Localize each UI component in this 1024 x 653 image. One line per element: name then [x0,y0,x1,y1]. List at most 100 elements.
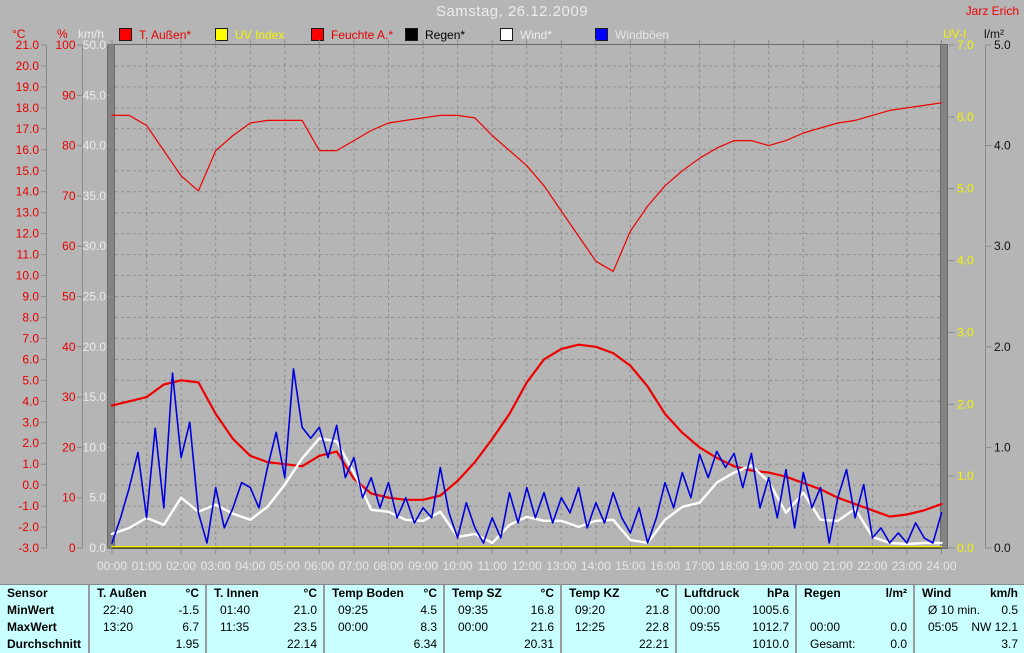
sensor-unit: l/m² [885,586,907,600]
sensor-column: Wind km/h Ø 10 min. 0.5 05:05 NW 12.1 3.7 [913,585,1024,653]
y-axis-tick-label: 2.0 [994,340,1011,354]
legend-item: Wind* [500,28,552,42]
legend-label: Windböen [615,27,670,42]
series-wind [110,437,943,546]
sensor-value-row: 6.34 [325,636,443,653]
x-axis-tick-label: 12:00 [512,559,542,573]
y-axis-tick-label: 11.0 [17,248,40,262]
y-axis-tick-label: 7.0 [957,38,974,52]
y-axis-tick-label: 18.0 [16,101,40,115]
stat-time [214,636,220,653]
sensor-name: Luftdruck [684,586,740,600]
stat-time: 00:00 [810,620,841,634]
y-axis-tick-label: 25.0 [83,290,107,304]
stat-value: 20.31 [523,637,554,651]
stat-time: 05:05 [928,620,959,634]
y-axis-tick-label: 0.0 [957,541,974,555]
x-axis-tick-label: 22:00 [857,559,887,573]
x-axis-tick-label: 13:00 [546,559,576,573]
y-axis-tick-label: 4.0 [22,394,39,408]
series-windben [111,368,943,544]
y-axis-tick-label: -1.0 [18,499,39,513]
sensor-unit: hPa [766,586,789,600]
x-axis-tick-label: 24:00 [926,559,956,573]
sensor-unit: °C [655,586,669,600]
sensor-value-row: 09:25 4.5 [325,602,443,619]
x-axis-tick-label: 17:00 [685,559,715,573]
stat-value: 1005.6 [752,603,789,617]
stat-value: 1012.7 [752,620,789,634]
sensor-column: Temp KZ °C 09:20 21.8 12:25 22.8 22.21 [560,585,675,653]
stat-time: 22:40 [103,603,134,617]
stat-value: 22.8 [645,620,669,634]
x-axis-tick-label: 09:00 [408,559,438,573]
legend-item: Feuchte A.* [311,27,394,42]
stat-value: 6.34 [413,637,437,651]
legend-label: Feuchte A.* [331,27,394,42]
sensor-header-row: Temp SZ °C [445,585,560,602]
y-axis-tick-label: 1.0 [994,440,1011,454]
stat-time [922,636,928,653]
x-axis-tick-label: 04:00 [235,559,265,573]
sensor-value-row: 00:00 21.6 [445,619,560,636]
y-axis-tick-label: 70 [62,189,76,203]
stat-value: 8.3 [420,620,437,634]
y-axis-tick-label: 5.0 [994,38,1011,52]
y-axis-tick-label: 30.0 [83,239,107,253]
stat-value: 23.5 [293,620,317,634]
sensor-value-row: 20.31 [445,636,560,653]
stat-time: Ø 10 min. [928,603,981,617]
sensor-value-row: 05:05 NW 12.1 [915,619,1024,636]
sensor-column: T. Innen °C 01:40 21.0 11:35 23.5 22.14 [205,585,323,653]
x-axis-tick-label: 20:00 [788,559,818,573]
y-axis-tick-label: 4.0 [994,139,1011,153]
sensor-column: Luftdruck hPa 00:00 1005.6 09:55 1012.7 1010.0 [675,585,795,653]
y-axis-tick-label: 0.0 [89,541,106,555]
y-axis-tick-label: 30 [62,390,76,404]
stat-value: 0.0 [890,637,907,651]
y-axis-tick-label: 10.0 [83,440,107,454]
y-axis-tick-label: 2.0 [957,397,974,411]
legend-item: Windböen [595,27,670,42]
sensor-value-row: Ø 10 min. 0.5 [915,602,1024,619]
y-axis-tick-label: 10.0 [16,269,40,283]
stat-value: 3.7 [1001,637,1018,651]
legend-swatch-icon [405,28,418,41]
stat-time: 01:40 [220,603,251,617]
stat-time: 09:20 [575,603,606,617]
sensor-name: T. Innen [214,586,259,600]
y-axis-tick-label: 0 [69,541,76,555]
legend-label: T. Außen* [139,27,192,42]
stat-value: 0.0 [890,620,907,634]
sensor-name: T. Außen [97,586,147,600]
sensor-name: Temp SZ [452,586,502,600]
stat-value: 22.14 [286,637,317,651]
table-row-label: MaxWert [7,620,57,634]
y-axis-tick-label: 19.0 [16,80,40,94]
y-axis-tick-label: 15.0 [16,164,40,178]
sensor-value-row: 09:20 21.8 [562,602,675,619]
stat-value: 0.5 [1001,603,1018,617]
sensor-header-row: T. Innen °C [207,585,323,602]
y-axis-tick-label: 20.0 [16,59,40,73]
sensor-column: T. Außen °C 22:40 -1.5 13:20 6.7 1.95 [88,585,205,653]
axis-unit-celsius: °C [12,27,26,41]
sensor-header-row: Regen l/m² [797,585,913,602]
x-axis-tick-label: 05:00 [270,559,300,573]
sensor-value-row: 22.21 [562,636,675,653]
sensor-name: Wind [922,586,952,600]
sensor-unit: °C [303,586,317,600]
legend-label: UV Index [235,27,285,42]
sensor-name: Temp KZ [569,586,620,600]
sensor-value-row: 00:00 8.3 [325,619,443,636]
stat-time: 00:00 [338,620,369,634]
legend-item: T. Außen* [119,27,192,42]
sensor-column: Temp Boden °C 09:25 4.5 00:00 8.3 6.34 [323,585,443,653]
axis-unit-liters: l/m² [984,27,1004,41]
stat-time [452,636,458,653]
y-axis-tick-label: 45.0 [83,88,107,102]
y-axis-tick-label: -3.0 [18,541,39,555]
x-axis-tick-label: 21:00 [823,559,853,573]
y-axis-tick-label: 3.0 [994,239,1011,253]
x-axis-tick-label: 06:00 [304,559,334,573]
